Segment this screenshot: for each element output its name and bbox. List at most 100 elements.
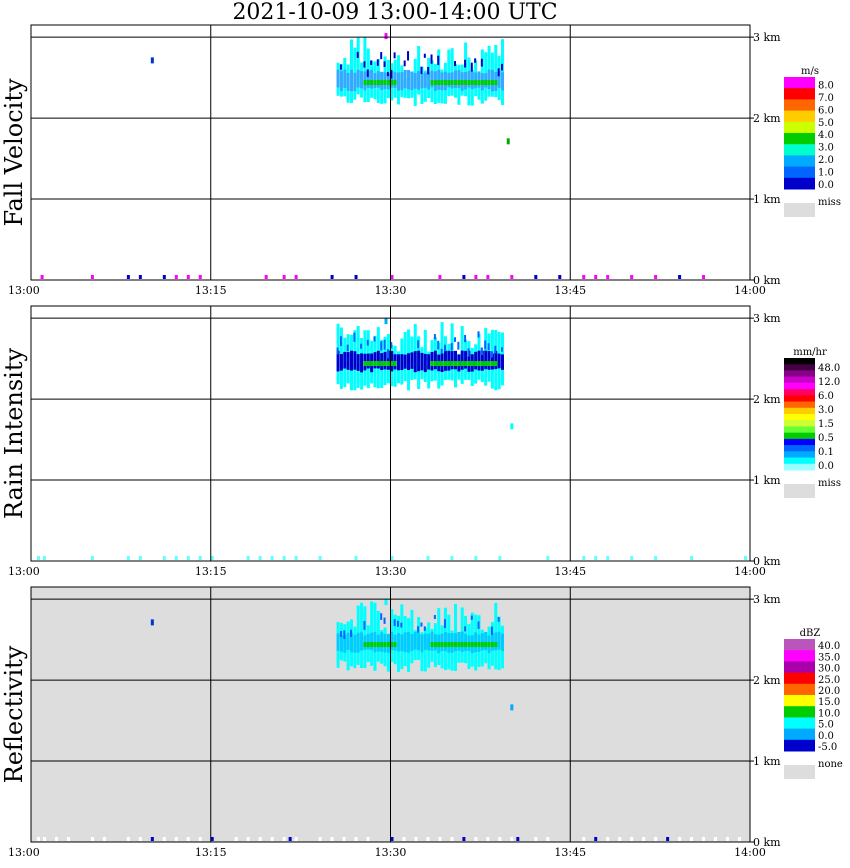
band-core-cell (339, 353, 343, 371)
ground-cell (318, 837, 322, 841)
colorbar-label: 35.0 (818, 652, 840, 663)
band-core-cell (497, 70, 501, 88)
band-inner-cell (376, 80, 380, 86)
colorbar-label: 6.0 (818, 105, 834, 116)
ground-cell (510, 837, 514, 841)
ground-cell (702, 837, 706, 841)
band-inner-cell (376, 361, 380, 367)
ground-cell (42, 837, 46, 841)
band-speckle-cell (343, 630, 346, 639)
band-inner-cell (457, 80, 461, 86)
ground-cell (186, 837, 190, 841)
band-core-cell (346, 632, 350, 650)
band-core-cell (450, 350, 454, 370)
band-speckle-cell (417, 340, 420, 349)
band-speckle-cell (376, 59, 379, 66)
colorbar-swatch (784, 717, 815, 730)
band-inner-cell (454, 80, 458, 86)
ground-cell (450, 556, 454, 560)
band-fringe-cell (494, 44, 498, 98)
band-fringe-cell (417, 46, 421, 95)
colorbar-label: 20.0 (818, 686, 840, 697)
plot-frame (30, 305, 751, 562)
band-inner-cell (383, 80, 387, 86)
band-speckle-cell (490, 626, 493, 635)
band-inner-cell (464, 642, 468, 648)
band-core-cell (383, 351, 387, 370)
scatter-cell (510, 704, 514, 711)
colorbar-label: 40.0 (818, 641, 840, 652)
band-speckle-cell (443, 619, 446, 629)
colorbar-label: 1.5 (818, 419, 834, 430)
grid (31, 25, 750, 280)
chart-panel-3: 13:00 13:15 13:30 13:45 14:000 km 1 km 2 km 3 k… (0, 586, 843, 859)
ground-cell (366, 837, 370, 841)
colorbar-missing-label: miss (818, 478, 841, 489)
plot-frame (30, 586, 751, 843)
colorbar-swatch (784, 77, 815, 89)
band-inner-cell (386, 80, 390, 86)
band-inner-cell (480, 80, 484, 86)
band-core-cell (400, 634, 404, 652)
band-core-cell (500, 72, 504, 91)
band-speckle-cell (464, 626, 467, 632)
band-core-cell (454, 350, 458, 370)
band-core-cell (376, 71, 380, 88)
ground-cell (738, 837, 742, 841)
band-speckle-cell (363, 61, 366, 68)
ground-cell (714, 837, 718, 841)
ground-cell (642, 837, 646, 841)
colorbar-swatch (784, 133, 815, 145)
band-core-cell (433, 350, 437, 370)
x-tick-label: 13:15 (195, 284, 227, 297)
ground-cell (678, 275, 682, 279)
ground-cell (606, 837, 610, 841)
band-core-cell (349, 69, 353, 92)
band-core-cell (336, 69, 340, 88)
ground-cell (582, 275, 586, 279)
colorbar-label: 12.0 (818, 377, 840, 388)
band-inner-cell (380, 642, 384, 648)
band-core-cell (396, 354, 400, 371)
ground-cell (702, 275, 706, 279)
band-inner-cell (447, 361, 451, 367)
figure-title: 2021-10-09 13:00-14:00 UTC (232, 0, 558, 25)
x-tick-label: 13:15 (195, 846, 227, 859)
band-inner-cell (443, 80, 447, 86)
band-inner-cell (447, 642, 451, 648)
ground-cell (258, 837, 262, 841)
band-speckle-cell (380, 613, 383, 620)
chart-panel-1: 13:00 13:15 13:30 13:45 14:000 km 1 km 2 km 3 k… (0, 24, 841, 297)
band-inner-cell (484, 642, 488, 648)
x-tick-label: 13:45 (554, 284, 586, 297)
ground-cell (690, 837, 694, 841)
band-inner-cell (447, 80, 451, 86)
ground-cell (42, 556, 46, 560)
band-core-cell (373, 352, 377, 369)
scatter-cell (510, 423, 514, 430)
ground-cell (198, 837, 202, 841)
colorbar-swatch (784, 672, 815, 685)
band-core-cell (467, 70, 471, 88)
ground-cell (654, 837, 658, 841)
band-speckle-cell (383, 617, 386, 624)
band-core-cell (396, 633, 400, 652)
band-core-cell (353, 351, 357, 370)
band-core-cell (423, 633, 427, 650)
band-core-cell (487, 351, 491, 370)
band-core-cell (417, 71, 421, 90)
band-core-cell (427, 633, 431, 651)
band-inner-cell (437, 642, 441, 648)
ground-cell (630, 556, 634, 560)
band-speckle-cell (480, 347, 483, 356)
x-tick-label: 14:00 (734, 846, 766, 859)
band-inner-cell (487, 80, 491, 86)
band-fringe-cell (454, 355, 458, 388)
band-core-cell (427, 71, 431, 90)
band-speckle-cell (440, 348, 443, 354)
ground-cell (186, 556, 190, 560)
ground-cell (126, 837, 130, 841)
band-core-cell (460, 631, 464, 652)
band-speckle-cell (339, 631, 342, 638)
y-tick-label: 1 km (753, 193, 781, 206)
